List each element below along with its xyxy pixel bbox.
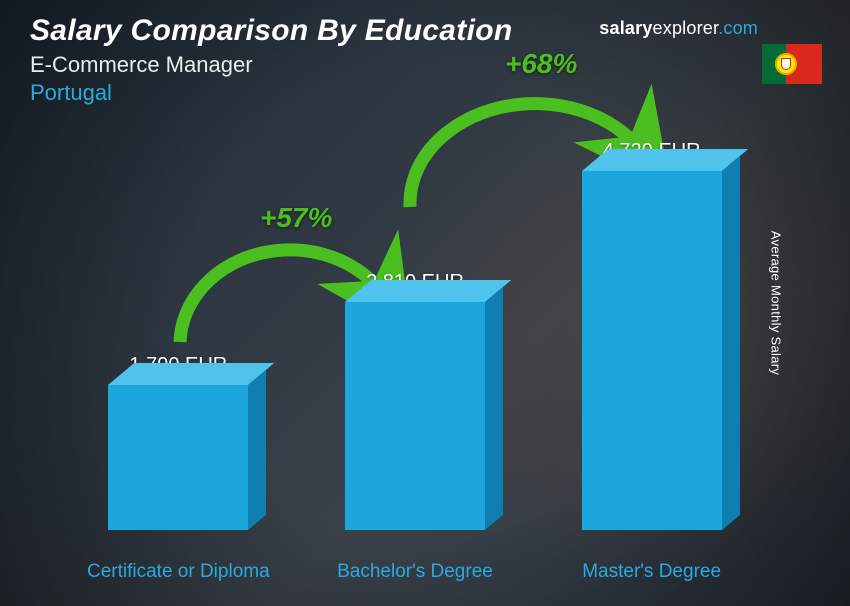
brand-rest: explorer — [653, 18, 719, 38]
label-text: Bachelor's Degree — [337, 561, 493, 582]
bar-bachelors: 2,810 EUR — [308, 140, 521, 530]
bar-certificate: 1,790 EUR — [72, 140, 285, 530]
brand-domain: .com — [718, 18, 758, 38]
bar-front-face — [108, 385, 248, 530]
y-axis-label: Average Monthly Salary — [768, 231, 783, 375]
bar-3d — [108, 385, 248, 530]
bar-front-face — [582, 171, 722, 530]
bar-label: Bachelor's Degree — [308, 561, 521, 584]
brand-logo: salaryexplorer.com — [599, 18, 758, 39]
bar-label: Certificate or Diploma — [72, 561, 285, 584]
flag-shield-icon — [781, 58, 791, 70]
bars-container: 1,790 EUR 2,810 EUR 4,720 EUR — [60, 140, 770, 530]
bar-side-face — [722, 156, 740, 530]
country-name: Portugal — [30, 80, 820, 106]
bar-top-face — [345, 280, 511, 302]
label-text: Certificate or Diploma — [87, 561, 270, 582]
bar-side-face — [248, 370, 266, 530]
bar-top-face — [582, 149, 748, 171]
job-title: E-Commerce Manager — [30, 52, 820, 78]
bar-front-face — [345, 302, 485, 530]
portugal-flag-icon — [762, 44, 822, 84]
bar-top-face — [108, 363, 274, 385]
bar-masters: 4,720 EUR — [545, 140, 758, 530]
increase-label-2: +68% — [505, 48, 577, 80]
salary-bar-chart: +57% +68% 1,790 EUR 2,810 EUR — [60, 140, 770, 584]
bar-label: Master's Degree — [545, 561, 758, 584]
bar-3d — [582, 171, 722, 530]
brand-bold: salary — [599, 18, 652, 38]
label-text: Master's Degree — [582, 561, 721, 582]
x-axis-labels: Certificate or Diploma Bachelor's Degree… — [60, 561, 770, 584]
bar-3d — [345, 302, 485, 530]
bar-side-face — [485, 287, 503, 530]
